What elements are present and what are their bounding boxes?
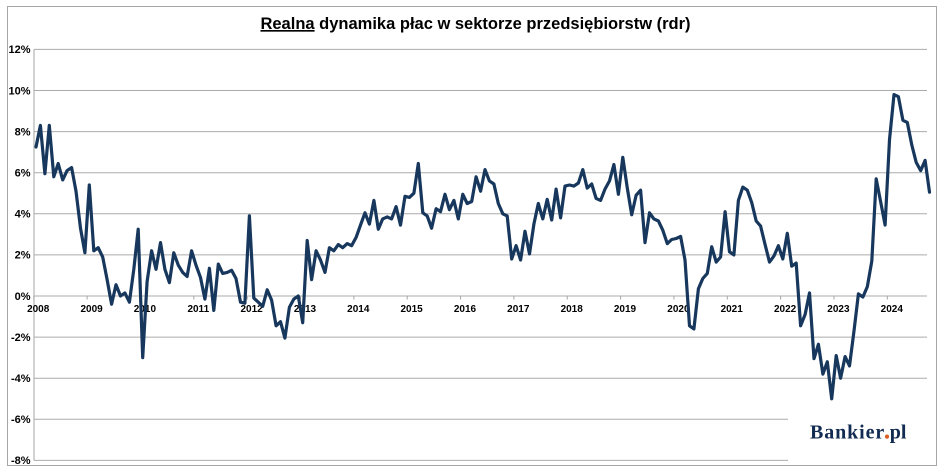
- svg-text:2008: 2008: [27, 304, 50, 315]
- svg-text:8%: 8%: [15, 126, 31, 138]
- svg-text:2024: 2024: [881, 304, 904, 315]
- svg-text:2009: 2009: [80, 304, 103, 315]
- svg-text:-4%: -4%: [11, 373, 31, 385]
- svg-text:2013: 2013: [294, 304, 317, 315]
- svg-text:2023: 2023: [827, 304, 850, 315]
- svg-text:-6%: -6%: [11, 414, 31, 426]
- svg-text:2019: 2019: [614, 304, 637, 315]
- svg-text:6%: 6%: [15, 168, 31, 180]
- svg-text:0%: 0%: [15, 291, 31, 303]
- svg-text:2%: 2%: [15, 250, 31, 262]
- svg-text:2020: 2020: [667, 304, 690, 315]
- svg-text:4%: 4%: [15, 209, 31, 221]
- svg-text:2012: 2012: [240, 304, 263, 315]
- svg-text:2017: 2017: [507, 304, 530, 315]
- svg-text:Bankier: Bankier: [810, 422, 885, 444]
- svg-text:2015: 2015: [400, 304, 423, 315]
- svg-text:-8%: -8%: [11, 455, 31, 467]
- svg-text:2021: 2021: [721, 304, 744, 315]
- svg-text:-2%: -2%: [11, 332, 31, 344]
- svg-text:Realna dynamika płac w sektorz: Realna dynamika płac w sektorze przedsię…: [260, 15, 690, 33]
- svg-text:2014: 2014: [347, 304, 370, 315]
- svg-text:pl: pl: [890, 422, 907, 444]
- svg-text:2022: 2022: [774, 304, 797, 315]
- svg-text:2016: 2016: [454, 304, 477, 315]
- svg-text:10%: 10%: [8, 85, 30, 97]
- svg-text:2011: 2011: [187, 304, 209, 315]
- svg-text:12%: 12%: [8, 44, 30, 56]
- svg-text:2018: 2018: [561, 304, 584, 315]
